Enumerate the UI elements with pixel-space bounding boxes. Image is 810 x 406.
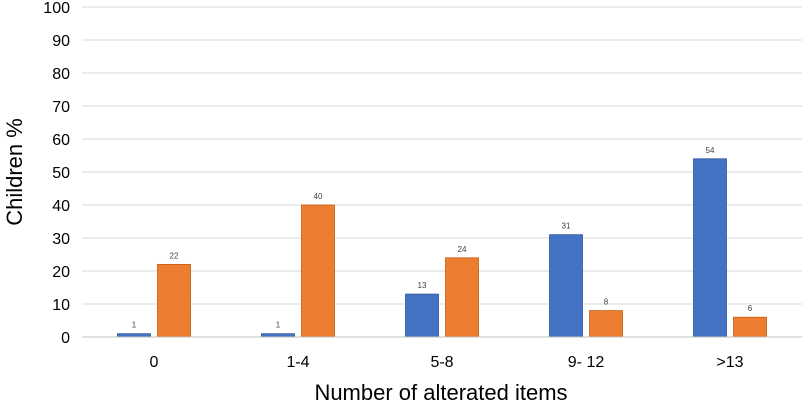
y-tick-label: 70: [52, 99, 70, 116]
data-label: 6: [748, 304, 753, 313]
data-label: 1: [132, 321, 137, 330]
x-tick-label: 9- 12: [568, 354, 605, 371]
y-tick-label: 0: [61, 330, 70, 347]
x-axis-ticks: 0 1-4 5-8 9- 12 >13: [150, 354, 744, 371]
bar-s1-4: [693, 158, 727, 338]
data-label: 13: [418, 281, 427, 290]
data-label: 54: [706, 146, 715, 155]
y-tick-label: 90: [52, 33, 70, 50]
y-tick-label: 30: [52, 231, 70, 248]
y-tick-label: 40: [52, 198, 70, 215]
y-tick-label: 80: [52, 66, 70, 83]
y-tick-label: 60: [52, 132, 70, 149]
y-axis-title: Children %: [2, 118, 27, 226]
gridlines: [82, 6, 802, 305]
bar-s2-3: [589, 310, 623, 338]
y-tick-label: 100: [43, 0, 70, 17]
bar-s1-3: [549, 234, 583, 338]
data-label: 22: [170, 251, 179, 260]
y-tick-label: 20: [52, 264, 70, 281]
x-axis-title: Number of alterated items: [314, 380, 567, 405]
bar-s2-1: [301, 204, 335, 338]
x-tick-label: >13: [716, 354, 743, 371]
bars: [117, 158, 767, 338]
data-label: 1: [276, 321, 281, 330]
x-tick-label: 1-4: [286, 354, 309, 371]
x-tick-label: 0: [150, 354, 159, 371]
bar-s2-0: [157, 263, 191, 338]
bar-s2-2: [445, 257, 479, 338]
bar-s1-2: [405, 293, 439, 338]
data-label: 8: [604, 298, 609, 307]
data-label: 40: [314, 192, 323, 201]
y-tick-label: 10: [52, 297, 70, 314]
bar-s2-4: [733, 316, 767, 338]
y-axis-ticks: 0 10 20 30 40 50 60 70 80 90 100: [43, 0, 70, 347]
y-tick-label: 50: [52, 165, 70, 182]
data-label: 31: [562, 222, 571, 231]
data-labels: 1 22 1 40 13 24 31 8 54 6: [132, 146, 753, 330]
data-label: 24: [458, 245, 467, 254]
x-tick-label: 5-8: [430, 354, 453, 371]
